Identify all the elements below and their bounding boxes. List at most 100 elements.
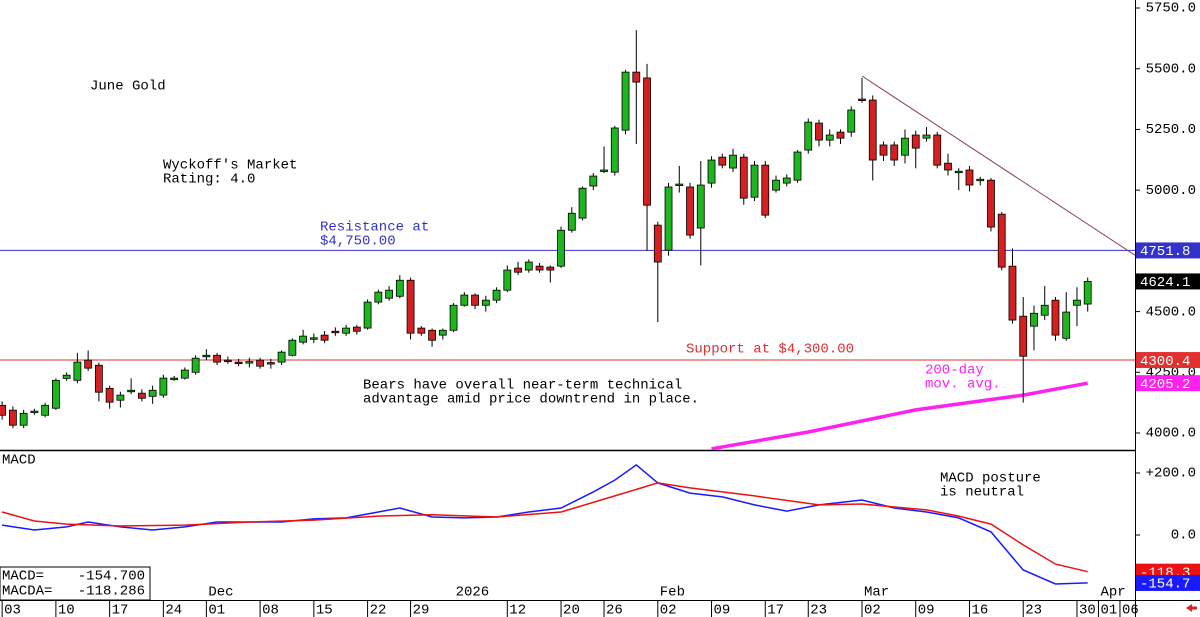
annotation: Wyckoff's Market (163, 158, 297, 174)
candle-body (847, 109, 856, 133)
candle-body (1008, 265, 1017, 321)
candle-body (0, 404, 7, 416)
x-tick-label: 17 (112, 603, 129, 617)
candle-body (299, 335, 307, 343)
candle-body (438, 329, 447, 336)
candle-body (987, 179, 995, 228)
candle-body (911, 134, 920, 149)
readout-box (0, 566, 151, 601)
candle-body (137, 392, 146, 399)
price-tag-bg (1136, 242, 1200, 259)
candle-body (718, 156, 727, 166)
candle-body (30, 410, 39, 414)
candle-body (997, 213, 1006, 268)
candle-body (395, 279, 404, 297)
candle-body (202, 354, 211, 358)
candle-body (610, 127, 619, 173)
candle-body (223, 359, 232, 363)
candle-body (976, 178, 985, 182)
x-tick-label: 01 (1100, 603, 1117, 617)
legend-readout: -154.700 (78, 569, 145, 585)
x-tick-label: 15 (316, 603, 333, 617)
candle-body (245, 361, 254, 364)
x-tick-label: 06 (1122, 603, 1139, 617)
legend-readout: -118.286 (78, 584, 145, 600)
candle-body (374, 291, 383, 303)
candle-body (266, 362, 275, 365)
candle-body (417, 327, 426, 334)
candle-body (557, 229, 565, 267)
candle-body (320, 334, 329, 341)
candle-body (696, 184, 705, 229)
candle-body (180, 369, 189, 379)
candle-body (546, 266, 555, 271)
y-tick-label: 4000.0 (1146, 426, 1196, 442)
candle-body (105, 387, 114, 403)
x-tick-label: 08 (262, 603, 279, 617)
candle-body (94, 364, 103, 393)
annotation: MACD posture (940, 471, 1041, 487)
candle-body (309, 337, 318, 340)
x-tick-label: 24 (165, 603, 182, 617)
candle-body (750, 164, 759, 198)
candle-body (643, 77, 651, 206)
candle-body (449, 304, 458, 331)
candle-body (481, 299, 490, 306)
candle-body (675, 183, 684, 186)
y-tick-label: 5250.0 (1146, 122, 1196, 138)
x-tick-label: 20 (563, 603, 580, 617)
moving-average (711, 381, 1089, 450)
scroll-arrow[interactable] (1186, 604, 1197, 612)
annotation: mov. avg. (925, 377, 1001, 393)
candle-body (363, 301, 372, 329)
y-tick-label: 5000.0 (1146, 183, 1196, 199)
candle-body (406, 279, 415, 334)
price-tag-bg (1136, 352, 1200, 369)
candle-body (793, 151, 802, 181)
candle-body (535, 265, 544, 271)
x-tick-label: 12 (509, 603, 526, 617)
candle-body (213, 354, 222, 363)
x-tick-label: 03 (4, 603, 21, 617)
candle-body (858, 98, 866, 101)
candle-body (148, 389, 157, 397)
candle-body (954, 170, 963, 174)
annotation: Rating: 4.0 (163, 172, 255, 188)
candle-body (51, 379, 60, 409)
candle-body (653, 224, 662, 263)
annotation: advantage amid price downtrend in place. (363, 392, 699, 408)
candle-body (933, 134, 942, 166)
x-tick-label: 17 (767, 603, 784, 617)
candle-body (1051, 299, 1060, 336)
candle-body (1083, 281, 1092, 305)
annotation: 200-day (925, 363, 984, 379)
x-tick-label: 10 (58, 603, 75, 617)
x-tick-label: 23 (1025, 603, 1042, 617)
candle-body (632, 71, 641, 83)
candle-body (191, 357, 200, 373)
annotation: is neutral (940, 485, 1024, 501)
annotation: Support at $4,300.00 (686, 342, 854, 358)
candle-body (84, 359, 93, 369)
candle-body (127, 389, 136, 393)
candle-body (944, 162, 952, 171)
candle-body (600, 169, 608, 172)
candle-body (159, 377, 168, 396)
chart-title: June Gold (90, 79, 166, 95)
candle-body (514, 267, 522, 273)
legend-name: MACD= (2, 569, 44, 585)
candle-body (342, 327, 350, 334)
candle-body (73, 361, 82, 381)
candle-body (19, 412, 28, 426)
candle-body (1073, 299, 1081, 306)
month-label: Mar (864, 585, 889, 601)
candle-body (815, 122, 823, 141)
x-tick-label: 09 (918, 603, 935, 617)
macd-line (1, 482, 1088, 573)
y-tick-label: 5750.0 (1146, 1, 1196, 17)
candle-body (729, 154, 737, 169)
candle-body (331, 330, 340, 334)
candle-body (782, 177, 791, 184)
price-tag: 4624.1 (1140, 275, 1190, 291)
y-tick-label: 5500.0 (1146, 61, 1196, 77)
